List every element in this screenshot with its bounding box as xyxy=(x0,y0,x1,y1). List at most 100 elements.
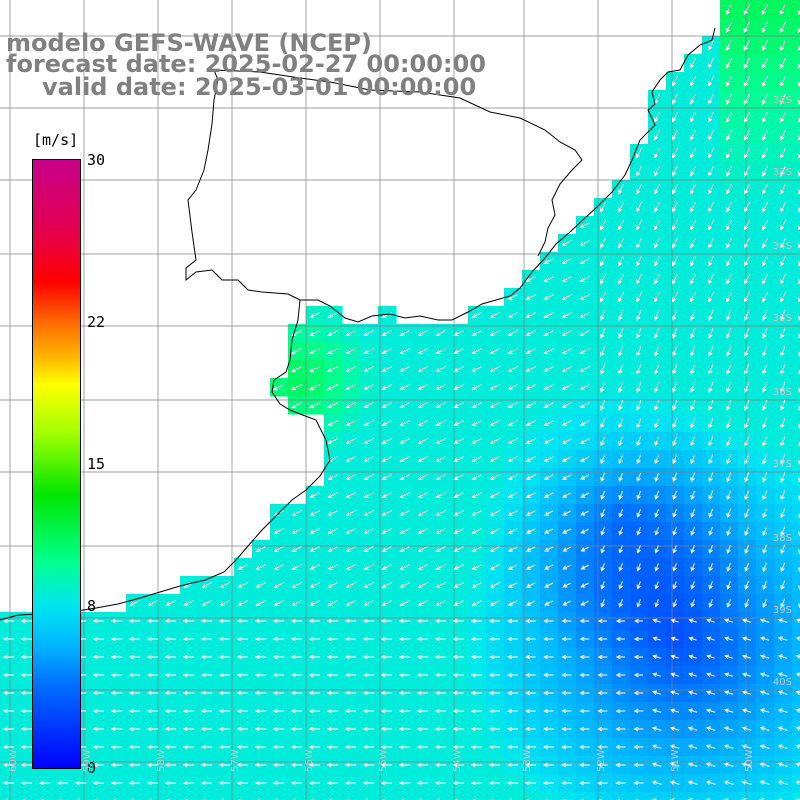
wind-arrow xyxy=(636,328,642,339)
wind-arrow xyxy=(636,472,642,483)
speed-cell xyxy=(792,0,800,19)
speed-cell xyxy=(792,162,800,181)
wind-arrow xyxy=(597,708,608,714)
wind-arrow xyxy=(633,690,644,696)
wind-arrow xyxy=(726,202,732,213)
wind-arrow xyxy=(797,153,800,159)
wind-arrow xyxy=(726,400,732,411)
wind-arrow xyxy=(725,3,733,16)
coastline xyxy=(185,27,716,323)
wind-arrow xyxy=(780,472,786,483)
wind-arrow xyxy=(345,564,356,570)
wind-arrow xyxy=(579,654,590,660)
wind-arrow xyxy=(708,472,714,483)
wind-arrow xyxy=(435,402,446,408)
wind-arrow xyxy=(200,780,213,786)
wind-arrow xyxy=(20,708,33,714)
wind-arrow xyxy=(110,636,123,642)
wind-arrow xyxy=(489,330,500,336)
wind-arrow xyxy=(489,582,500,588)
wind-arrow xyxy=(327,474,338,480)
wind-arrow xyxy=(672,454,678,465)
wind-arrow xyxy=(164,636,177,642)
wind-arrow xyxy=(706,618,715,624)
wind-arrow xyxy=(579,672,590,678)
wind-arrow xyxy=(453,330,464,336)
wind-arrow xyxy=(236,708,249,714)
wind-arrow xyxy=(327,564,338,570)
wind-arrow xyxy=(636,563,641,572)
wind-arrow xyxy=(218,744,231,750)
wind-arrow xyxy=(363,474,374,480)
wind-arrow xyxy=(762,454,768,465)
wind-arrow xyxy=(723,744,734,749)
wind-arrow xyxy=(362,708,375,714)
wind-arrow xyxy=(600,472,606,483)
wind-arrow xyxy=(470,780,483,786)
latitude-label: 39S xyxy=(772,605,792,616)
wind-arrow xyxy=(308,618,321,624)
speed-cell xyxy=(792,522,800,541)
wind-arrow xyxy=(453,492,464,498)
wind-arrow xyxy=(290,762,303,768)
wind-arrow xyxy=(580,528,589,534)
wind-arrow xyxy=(543,294,554,300)
speed-cell xyxy=(90,792,109,800)
wind-arrow xyxy=(690,58,696,69)
wind-arrow xyxy=(218,780,231,786)
wind-arrow xyxy=(618,256,624,267)
wind-arrow xyxy=(326,636,339,642)
wind-arrow xyxy=(708,400,714,411)
wind-arrow xyxy=(690,166,696,177)
wind-arrow xyxy=(543,276,554,282)
wind-arrow xyxy=(254,618,267,624)
speed-cell xyxy=(486,792,505,800)
wind-arrow xyxy=(633,672,644,678)
wind-arrow xyxy=(128,654,141,660)
speed-cell xyxy=(792,72,800,91)
wind-arrow xyxy=(507,564,518,570)
wind-arrow xyxy=(236,690,249,696)
wind-arrow xyxy=(654,130,660,141)
wind-arrow xyxy=(561,690,572,696)
wind-arrow xyxy=(417,510,428,516)
wind-arrow xyxy=(743,130,750,141)
wind-arrow xyxy=(618,563,623,572)
wind-arrow xyxy=(399,402,410,408)
wind-arrow xyxy=(381,420,392,426)
wind-arrow xyxy=(669,744,680,749)
wind-arrow xyxy=(164,744,177,750)
speed-cell xyxy=(522,792,541,800)
wind-arrow xyxy=(777,744,788,749)
wind-arrow xyxy=(672,148,678,159)
colorbar-tick-label: 22 xyxy=(87,313,106,332)
wind-arrow xyxy=(380,744,393,750)
wind-arrow xyxy=(654,545,659,554)
wind-arrow xyxy=(777,726,788,731)
wind-arrow xyxy=(543,654,554,660)
wind-arrow xyxy=(543,744,554,750)
wind-arrow xyxy=(744,346,750,357)
wind-arrow xyxy=(471,456,482,462)
wind-arrow xyxy=(725,21,733,34)
wind-arrow xyxy=(777,672,788,677)
speed-cell xyxy=(666,792,685,800)
wind-arrow xyxy=(651,726,662,731)
speed-cell xyxy=(144,792,163,800)
wind-arrow xyxy=(291,582,302,588)
speed-cell xyxy=(324,792,343,800)
wind-arrow xyxy=(363,546,374,552)
wind-arrow xyxy=(525,564,536,570)
wind-arrow xyxy=(780,238,786,249)
wind-arrow xyxy=(399,528,410,534)
wind-arrow xyxy=(690,490,696,501)
wind-arrow xyxy=(254,636,267,642)
wind-arrow xyxy=(705,708,716,713)
wind-arrow xyxy=(726,184,732,195)
wind-arrow xyxy=(380,636,393,642)
wind-arrow xyxy=(218,636,231,642)
speed-cell xyxy=(792,468,800,487)
wind-arrow xyxy=(182,672,195,678)
wind-arrow xyxy=(470,726,483,732)
wind-arrow xyxy=(345,474,356,480)
